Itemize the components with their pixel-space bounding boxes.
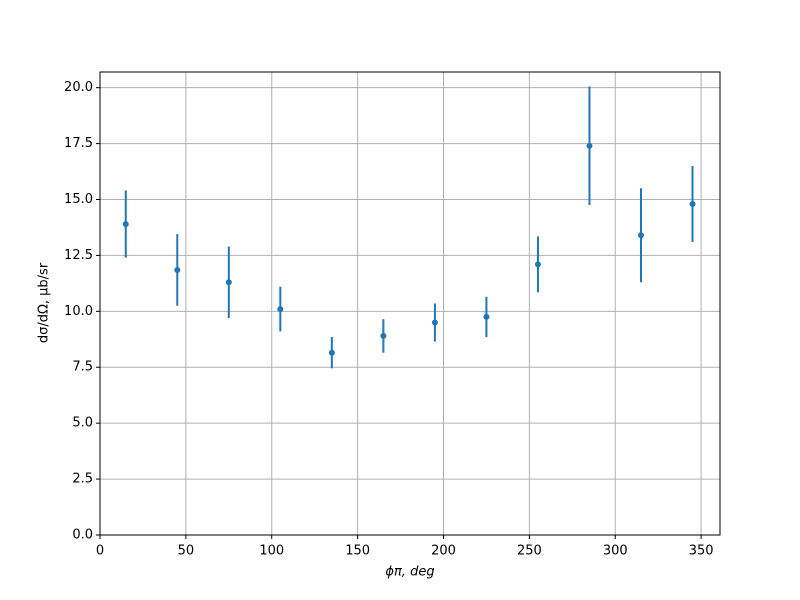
x-tick-label: 100 (259, 544, 284, 559)
x-tick-label: 250 (517, 544, 542, 559)
data-point (431, 319, 438, 326)
data-point (225, 279, 232, 286)
y-tick-label: 20.0 (64, 80, 93, 95)
data-point (586, 142, 593, 149)
data-point (483, 313, 490, 320)
x-tick-label: 350 (689, 544, 714, 559)
y-tick-label: 2.5 (72, 472, 93, 487)
data-point (534, 261, 541, 268)
data-point (277, 306, 284, 313)
data-point (637, 232, 644, 239)
x-axis-label: ϕπ, deg (385, 565, 434, 580)
y-tick-label: 5.0 (72, 416, 93, 431)
x-tick-label: 150 (345, 544, 370, 559)
data-point (689, 200, 696, 207)
y-tick-label: 10.0 (64, 304, 93, 319)
y-tick-label: 12.5 (64, 248, 93, 263)
y-tick-label: 0.0 (72, 528, 93, 543)
y-tick-label: 17.5 (64, 136, 93, 151)
y-tick-label: 7.5 (72, 360, 93, 375)
x-tick-label: 50 (178, 544, 195, 559)
data-point (122, 221, 129, 228)
x-tick-label: 300 (603, 544, 628, 559)
x-tick-label: 200 (431, 544, 456, 559)
x-tick-label: 0 (96, 544, 104, 559)
data-point (328, 349, 335, 356)
data-point (174, 266, 181, 273)
y-tick-label: 15.0 (64, 192, 93, 207)
y-axis-label: dσ/dΩ, μb/sr (37, 262, 52, 343)
data-point (380, 332, 387, 339)
plot-frame (99, 71, 721, 536)
